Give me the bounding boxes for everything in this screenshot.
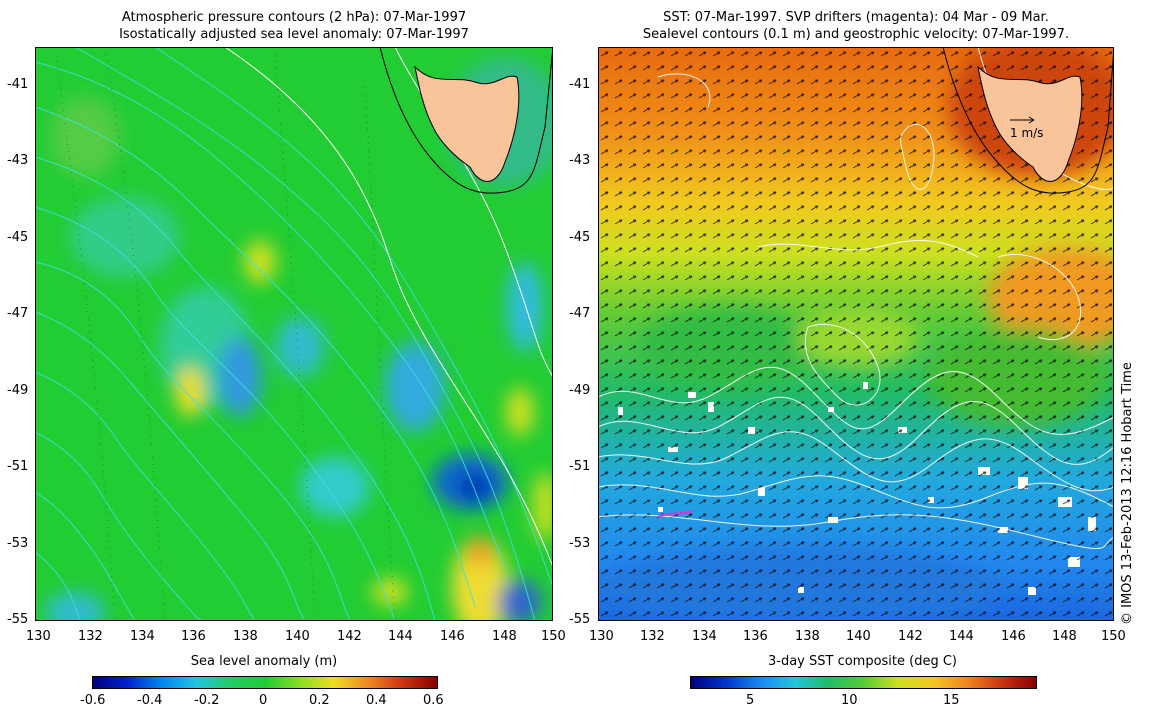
left-x-tick: 130 — [26, 629, 51, 644]
sst-colorbar-tick: 5 — [746, 693, 755, 708]
sla-colorbar-tick: 0 — [259, 693, 268, 708]
left-x-tick: 142 — [337, 629, 362, 644]
tasmania-island-sst — [942, 47, 1114, 194]
velocity-key-arrow — [1010, 116, 1035, 124]
left-y-tick: -49 — [7, 383, 29, 398]
left-title-line1: Atmospheric pressure contours (2 hPa): 0… — [121, 10, 467, 25]
left-x-tick: 140 — [285, 629, 310, 644]
right-x-tick: 144 — [949, 629, 974, 644]
sst-colorbar-tick: 10 — [841, 693, 858, 708]
right-y-tick: -51 — [569, 459, 591, 474]
sla-colorbar-tick: 0.4 — [366, 693, 387, 708]
right-x-tick: 136 — [743, 629, 768, 644]
sla-colorbar-title: Sea level anomaly (m) — [190, 654, 338, 669]
credit-text: © IMOS 13-Feb-2013 12:16 Hobart Time — [1120, 362, 1135, 625]
right-x-tick: 150 — [1101, 629, 1126, 644]
right-y-tick: -55 — [569, 612, 591, 627]
left-title-line2: Isostatically adjusted sea level anomaly… — [119, 27, 469, 42]
right-title-line1: SST: 07-Mar-1997. SVP drifters (magenta)… — [663, 10, 1049, 25]
left-y-tick: -43 — [7, 153, 29, 168]
left-y-tick: -51 — [7, 459, 29, 474]
sla-colorbar-tick: -0.4 — [137, 693, 163, 708]
right-x-tick: 148 — [1052, 629, 1077, 644]
right-y-tick: -43 — [569, 153, 591, 168]
left-x-tick: 148 — [492, 629, 517, 644]
sst-colorbar — [690, 676, 1037, 689]
right-title-line2: Sealevel contours (0.1 m) and geostrophi… — [642, 27, 1070, 42]
left-y-tick: -41 — [7, 77, 29, 92]
right-x-tick: 138 — [795, 629, 820, 644]
right-x-tick: 134 — [692, 629, 717, 644]
left-x-tick: 144 — [388, 629, 413, 644]
pressure-contours — [35, 47, 553, 621]
right-y-tick: -45 — [569, 230, 591, 245]
right-y-tick: -41 — [569, 77, 591, 92]
sla-colorbar-tick: -0.2 — [194, 693, 220, 708]
left-x-tick: 146 — [440, 629, 465, 644]
left-y-tick: -47 — [7, 306, 29, 321]
left-x-tick: 132 — [78, 629, 103, 644]
right-x-tick: 130 — [589, 629, 614, 644]
right-x-tick: 146 — [1001, 629, 1026, 644]
left-map-title: Atmospheric pressure contours (2 hPa): 0… — [35, 9, 553, 43]
sla-colorbar-tick: -0.6 — [80, 693, 106, 708]
sla-colorbar — [92, 676, 438, 689]
left-x-tick: 150 — [541, 629, 566, 644]
right-x-tick: 132 — [640, 629, 665, 644]
sla-map-canvas — [35, 47, 553, 621]
tasmania-island — [379, 47, 553, 194]
right-x-tick: 142 — [898, 629, 923, 644]
sla-colorbar-tick: 0.2 — [309, 693, 330, 708]
sea-level-anomaly-map — [35, 47, 553, 621]
right-y-tick: -53 — [569, 536, 591, 551]
right-map-title: SST: 07-Mar-1997. SVP drifters (magenta)… — [598, 9, 1114, 43]
sst-map — [598, 47, 1114, 621]
sst-colorbar-tick: 15 — [943, 693, 960, 708]
sla-colorbar-tick: 0.6 — [423, 693, 444, 708]
left-y-tick: -53 — [7, 536, 29, 551]
left-x-tick: 136 — [181, 629, 206, 644]
right-y-tick: -47 — [569, 306, 591, 321]
svp-drifter-track — [657, 510, 694, 518]
right-y-tick: -49 — [569, 383, 591, 398]
left-y-tick: -55 — [7, 612, 29, 627]
velocity-key-label: 1 m/s — [1010, 126, 1044, 140]
left-x-tick: 138 — [233, 629, 258, 644]
right-x-tick: 140 — [846, 629, 871, 644]
dotted-contours — [54, 47, 396, 621]
left-y-tick: -45 — [7, 230, 29, 245]
sst-colorbar-title: 3-day SST composite (deg C) — [767, 654, 958, 669]
sst-map-canvas — [598, 47, 1114, 621]
left-x-tick: 134 — [130, 629, 155, 644]
sealevel-contours — [598, 47, 1114, 550]
